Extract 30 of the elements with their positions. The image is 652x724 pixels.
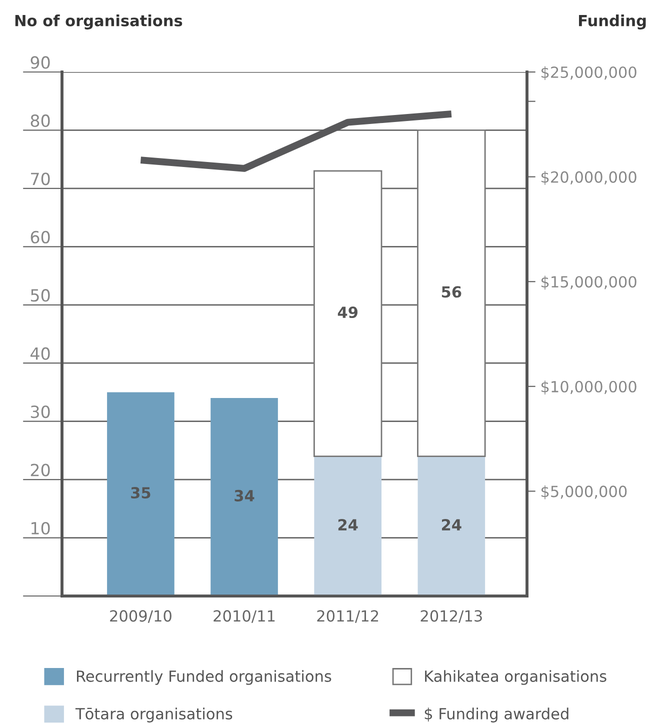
y-tick-label: 20 <box>30 464 50 476</box>
y2-axis-title: Funding <box>578 14 646 30</box>
y2-tick-label: $25,000,000 <box>541 66 636 80</box>
legend-label: Kahikatea organisations <box>425 670 606 685</box>
y2-tick-label: $5,000,000 <box>541 485 627 500</box>
y-tick-label: 50 <box>30 289 50 302</box>
y-tick-label: 40 <box>30 347 50 360</box>
y-axis-title: No of organisations <box>15 14 182 30</box>
y-tick-label: 10 <box>32 522 50 535</box>
legend-label: $ Funding awarded <box>424 708 568 722</box>
data-label: 24 <box>442 519 462 530</box>
legend-label: Recurrently Funded organisations <box>76 670 332 685</box>
legend-label: Tōtara organisations <box>75 708 232 722</box>
y2-tick-label: $15,000,000 <box>541 276 636 290</box>
y2-tick-label: $20,000,000 <box>541 170 636 185</box>
data-label: 34 <box>234 490 254 502</box>
y-tick-label: 60 <box>30 230 50 244</box>
x-tick-label: 2011/12 <box>317 610 378 623</box>
y-tick-label: 30 <box>30 405 50 418</box>
y-tick-label: 80 <box>30 114 50 127</box>
data-label: 24 <box>338 519 358 530</box>
x-tick-label: 2010/11 <box>214 610 275 623</box>
x-tick-label: 2012/13 <box>420 610 482 623</box>
y-tick-label: 70 <box>31 172 50 186</box>
y-tick-label: 90 <box>30 56 50 69</box>
data-label: 49 <box>338 306 358 318</box>
y2-tick-label: $10,000,000 <box>541 380 636 394</box>
data-label: 56 <box>442 286 462 298</box>
data-label: 35 <box>131 486 150 499</box>
x-tick-label: 2009/10 <box>110 610 172 623</box>
